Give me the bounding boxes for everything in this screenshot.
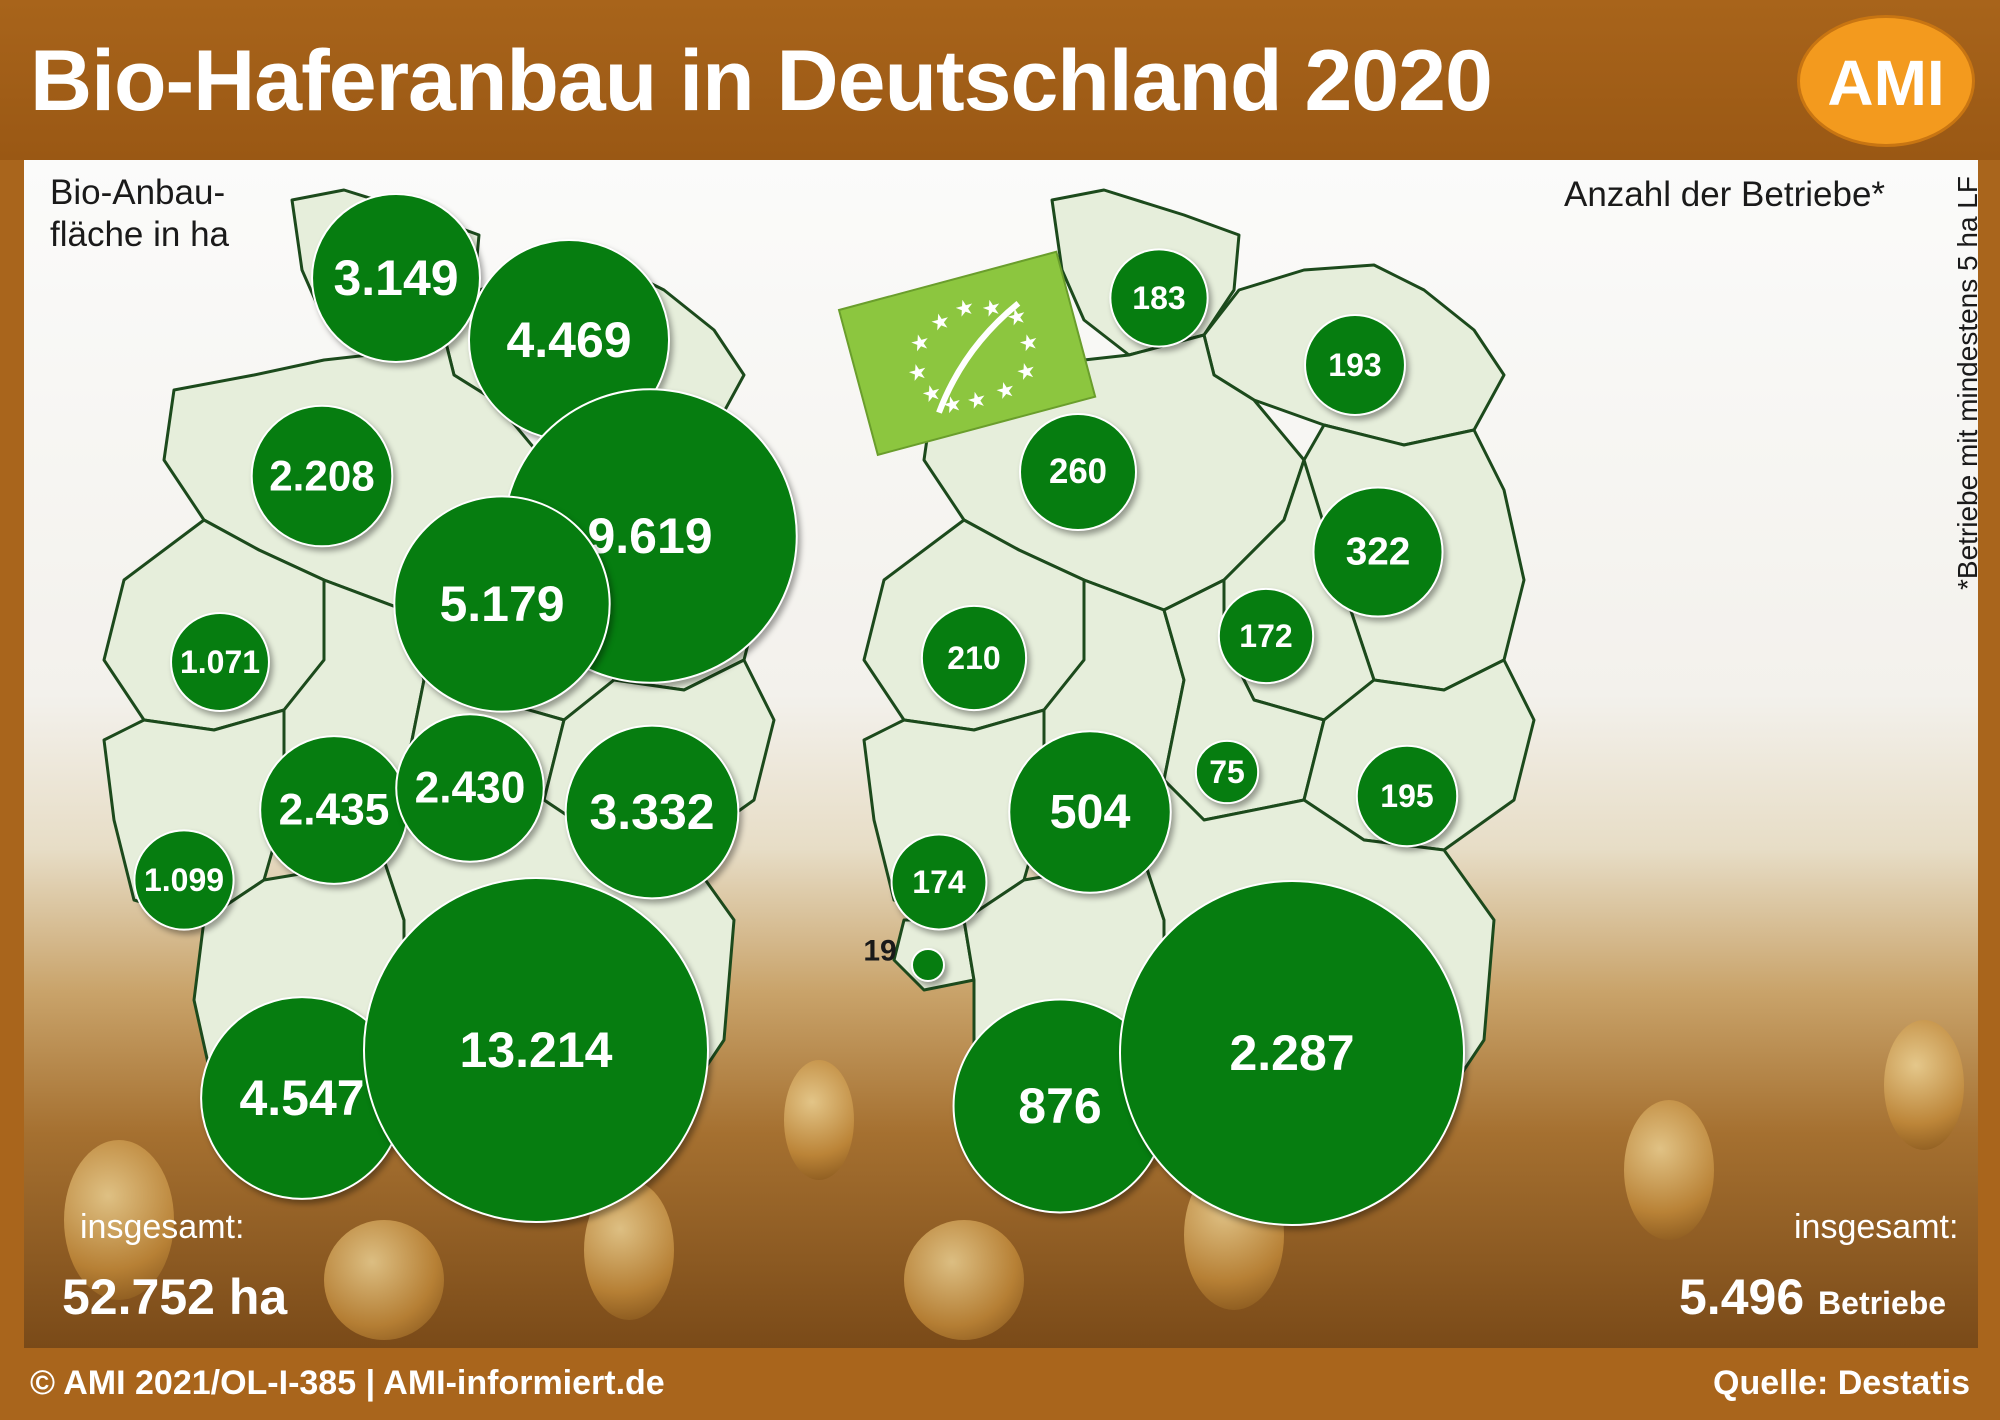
left-legend-line-2: fläche in ha xyxy=(50,215,230,254)
left-bubble-label-schleswig-holstein: 3.149 xyxy=(333,250,458,306)
left-bubble-schleswig-holstein[interactable] xyxy=(311,193,481,363)
page-title: Bio-Haferanbau in Deutschland 2020 xyxy=(30,33,1493,129)
map-panel: ★ ★ ★ ★ ★ ★ ★ ★ ★ ★ ★ ★ 3.149 4.469 2.208 9.619 5.17… xyxy=(24,160,1978,1348)
grain-decoration xyxy=(324,1220,444,1340)
right-bubble-label-sachsen-anhalt: 172 xyxy=(1239,618,1292,654)
left-bubble-label-rheinland-pfalz: 1.099 xyxy=(144,862,224,898)
left-bubble-label-niedersachsen: 2.208 xyxy=(269,453,375,500)
right-bubble-label-sachsen: 195 xyxy=(1380,778,1433,814)
left-legend: Bio-Anbau- fläche in ha xyxy=(50,172,229,256)
footer-source: Quelle: Destatis xyxy=(1713,1364,1970,1402)
right-bubble-mecklenburg-vorpommern[interactable] xyxy=(1304,314,1406,416)
right-bubble-label-mecklenburg-vorpommern: 193 xyxy=(1328,347,1381,383)
left-bubble-thueringen[interactable] xyxy=(395,713,545,863)
left-bubble-sachsen-anhalt[interactable] xyxy=(393,495,611,713)
footer-copyright: © AMI 2021/OL-I-385 | AMI-informiert.de xyxy=(30,1364,665,1402)
right-bubble-hessen[interactable] xyxy=(1008,730,1172,894)
left-bubble-label-nordrhein-westfalen: 1.071 xyxy=(180,644,260,680)
right-total-unit: Betriebe xyxy=(1818,1285,1947,1321)
right-total-number: 5.496 xyxy=(1679,1269,1805,1325)
right-bubble-label-bayern: 2.287 xyxy=(1229,1025,1354,1081)
right-bubble-label-hessen: 504 xyxy=(1050,785,1131,839)
maps-svg: ★★★ ★ ★★ ★★★ ★★★ 3.149 4.469 2.208 9.619 5.17… xyxy=(102,188,1536,1226)
footnote: *Betriebe mit mindestens 5 ha LF xyxy=(1952,176,1978,590)
left-bubble-nordrhein-westfalen[interactable] xyxy=(170,612,270,712)
left-bubble-label-brandenburg: 9.619 xyxy=(587,508,712,564)
left-legend-line-1: Bio-Anbau- xyxy=(50,173,226,212)
right-bubble-sachsen[interactable] xyxy=(1355,744,1459,848)
right-total-label: insgesamt: xyxy=(1794,1208,1959,1246)
right-bubble-niedersachsen[interactable] xyxy=(1019,413,1137,531)
right-bubble-label-schleswig-holstein: 183 xyxy=(1132,280,1185,316)
left-bubble-sachsen[interactable] xyxy=(564,724,740,900)
right-bubble-sachsen-anhalt[interactable] xyxy=(1217,587,1315,685)
right-bubble-label-rheinland-pfalz: 174 xyxy=(912,864,966,900)
ami-logo: AMI xyxy=(1800,18,1972,144)
left-bubble-label-bayern: 13.214 xyxy=(460,1022,613,1078)
right-bubble-saarland[interactable] xyxy=(911,948,945,982)
right-bubble-label-thueringen: 75 xyxy=(1209,754,1245,790)
left-bubble-bayern[interactable] xyxy=(363,877,709,1223)
left-bubble-label-mecklenburg-vorpommern: 4.469 xyxy=(506,312,631,368)
right-bubble-label-nordrhein-westfalen: 210 xyxy=(947,640,1000,676)
right-bubble-layer: 183 193 260 322 172 210 504 75 195 174 19 876 2.287 xyxy=(863,248,1465,1226)
right-bubble-label-saarland: 19 xyxy=(863,935,896,968)
right-total-value: 5.496 Betriebe xyxy=(1679,1268,1946,1326)
left-bubble-layer: 3.149 4.469 2.208 9.619 5.179 1.071 2.435 2.430… xyxy=(133,193,798,1223)
right-bubble-label-brandenburg: 322 xyxy=(1346,531,1411,574)
right-bubble-bayern[interactable] xyxy=(1119,880,1465,1226)
grain-decoration xyxy=(784,1060,854,1180)
left-bubble-label-baden-wuerttemberg: 4.547 xyxy=(239,1070,364,1126)
grain-decoration xyxy=(1624,1100,1714,1240)
grain-decoration xyxy=(1884,1020,1964,1150)
header-bar: Bio-Haferanbau in Deutschland 2020 AMI xyxy=(0,0,2000,160)
eu-organic-logo-icon: ★★★ ★ ★★ ★★★ ★★★ xyxy=(837,250,1097,457)
left-bubble-label-thueringen: 2.430 xyxy=(415,764,526,813)
left-bubble-rheinland-pfalz[interactable] xyxy=(133,829,235,931)
left-total-label: insgesamt: xyxy=(80,1208,245,1246)
right-bubble-nordrhein-westfalen[interactable] xyxy=(920,604,1028,712)
left-total-value: 52.752 ha xyxy=(62,1269,288,1325)
left-bubble-label-hessen: 2.435 xyxy=(279,786,390,835)
right-bubble-brandenburg[interactable] xyxy=(1312,486,1444,618)
right-bubble-rheinland-pfalz[interactable] xyxy=(890,833,988,931)
grain-decoration xyxy=(904,1220,1024,1340)
left-bubble-label-sachsen-anhalt: 5.179 xyxy=(439,576,564,632)
grain-decoration xyxy=(64,1140,174,1300)
right-bubble-schleswig-holstein[interactable] xyxy=(1109,248,1209,348)
left-bubble-niedersachsen[interactable] xyxy=(250,404,394,548)
right-bubble-label-baden-wuerttemberg: 876 xyxy=(1018,1078,1101,1134)
right-bubble-thueringen[interactable] xyxy=(1194,739,1260,805)
ami-logo-text: AMI xyxy=(1827,47,1945,119)
left-bubble-label-sachsen: 3.332 xyxy=(589,784,714,840)
right-legend: Anzahl der Betriebe* xyxy=(1564,175,1886,214)
right-bubble-label-niedersachsen: 260 xyxy=(1049,453,1107,491)
